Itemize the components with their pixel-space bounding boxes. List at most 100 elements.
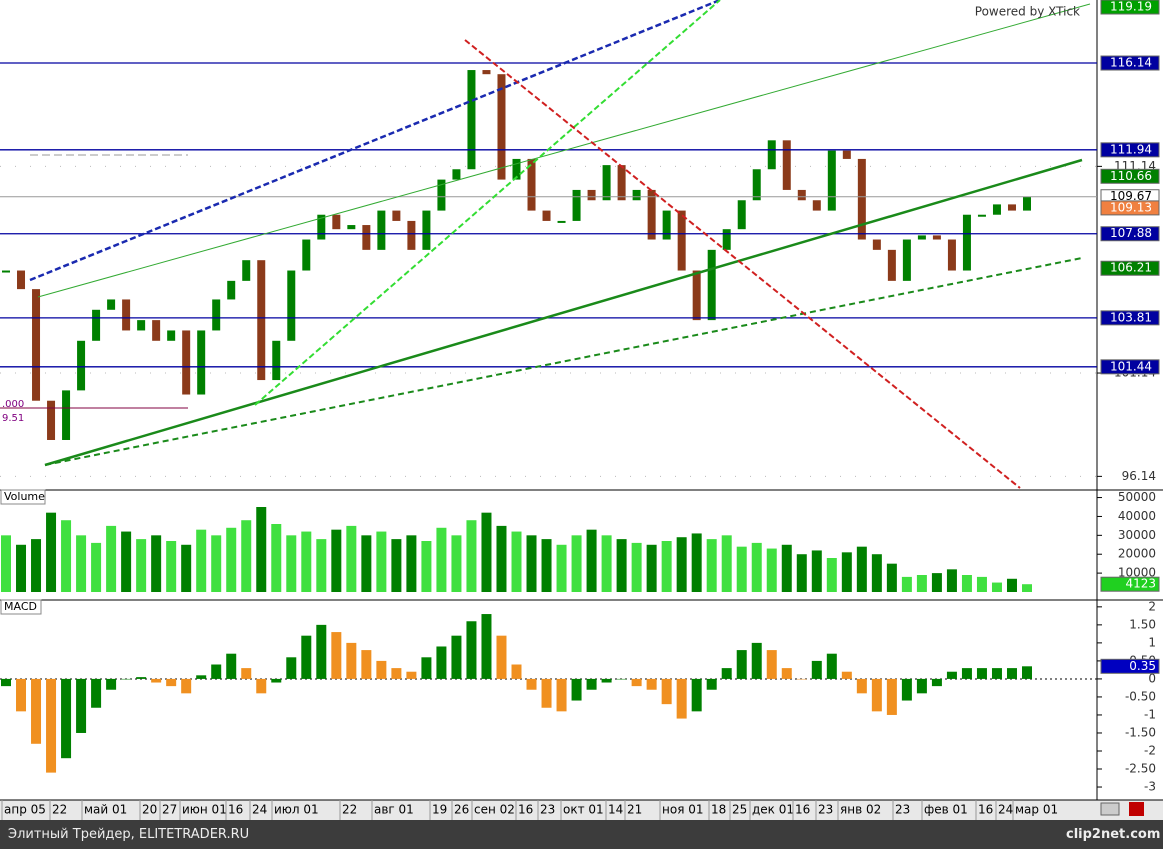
bar <box>541 539 552 592</box>
bar <box>391 539 402 592</box>
bar <box>436 527 447 592</box>
bar <box>106 678 117 690</box>
bar <box>841 552 852 592</box>
bar <box>301 531 312 592</box>
candle <box>542 210 551 221</box>
close-button[interactable] <box>1129 802 1144 816</box>
bar <box>511 531 522 592</box>
candle <box>677 210 686 271</box>
price-marker-box <box>1100 55 1160 71</box>
bar <box>226 653 237 679</box>
bar <box>466 520 477 592</box>
bar <box>946 671 957 679</box>
trend-lines <box>0 0 1091 489</box>
panel-title-box <box>0 489 46 505</box>
left-label: .000 <box>2 399 24 410</box>
candle <box>407 220 416 250</box>
candle <box>587 189 596 201</box>
bar <box>481 512 492 592</box>
bar <box>361 535 372 592</box>
bar <box>151 678 162 683</box>
footer-text: Элитный Трейдер, ELITETRADER.RU <box>8 827 250 842</box>
bar <box>196 529 207 592</box>
bar <box>136 539 147 592</box>
bar <box>1 678 11 687</box>
candle <box>437 179 446 211</box>
bar <box>16 678 27 712</box>
bar <box>916 575 927 592</box>
bar <box>976 668 987 679</box>
time-label: дек 01 <box>752 803 794 817</box>
time-label: 16 <box>795 803 810 817</box>
candle <box>422 210 431 250</box>
candle <box>722 229 731 250</box>
bar <box>166 541 177 592</box>
bar <box>871 554 882 592</box>
bar <box>886 678 897 715</box>
candle <box>302 239 311 271</box>
trend-line <box>254 0 721 406</box>
bar <box>361 650 372 679</box>
time-label: 21 <box>627 803 642 817</box>
bar <box>826 653 837 679</box>
bar <box>31 539 42 592</box>
y-tick-label: -0.50 <box>1125 689 1156 703</box>
candle <box>227 280 236 300</box>
bar <box>226 527 237 592</box>
bar <box>616 678 627 680</box>
candle <box>512 158 521 180</box>
bar <box>121 678 132 680</box>
bar <box>811 660 822 679</box>
y-tick-label: 96.14 <box>1122 469 1156 483</box>
bar <box>376 660 387 679</box>
bar <box>601 678 612 683</box>
candle <box>257 260 266 381</box>
bar <box>691 533 702 592</box>
bar <box>346 525 357 592</box>
candle <box>977 214 986 217</box>
y-tick-label: 0 <box>1148 671 1156 685</box>
candle <box>182 330 191 395</box>
candle <box>497 74 506 180</box>
price-marker-box <box>1100 0 1160 15</box>
time-label: 23 <box>540 803 555 817</box>
bar <box>736 650 747 679</box>
bar <box>1 535 11 592</box>
candle <box>377 210 386 250</box>
candle <box>167 330 176 341</box>
bar <box>256 507 267 592</box>
candle <box>827 150 836 211</box>
bar <box>76 535 87 592</box>
bar <box>286 535 297 592</box>
price-marker-box <box>1100 260 1160 276</box>
bar <box>631 678 642 687</box>
price-marker-label: 106.21 <box>1110 261 1152 275</box>
bar <box>301 635 312 679</box>
candle <box>842 150 851 159</box>
price-marker-label: 109.67 <box>1110 189 1152 203</box>
candle <box>902 239 911 281</box>
candle <box>647 189 656 240</box>
left-label: 9.51 <box>2 413 24 424</box>
bar <box>316 539 327 592</box>
bar <box>1022 666 1032 679</box>
bar <box>451 635 462 679</box>
bar <box>526 678 537 690</box>
candle <box>752 169 761 201</box>
bar <box>331 632 342 679</box>
candle <box>242 260 251 281</box>
price-marker-label: 107.88 <box>1110 226 1152 240</box>
bar <box>931 573 942 592</box>
candle <box>632 189 641 201</box>
candle <box>572 189 581 221</box>
bar <box>46 512 57 592</box>
candle <box>392 210 401 221</box>
bar <box>16 544 27 592</box>
bar <box>46 678 57 773</box>
candle <box>872 239 881 250</box>
candle <box>137 320 146 331</box>
bar <box>346 642 357 679</box>
bar <box>1006 578 1017 592</box>
scroll-button[interactable] <box>1100 802 1120 816</box>
time-label: 22 <box>342 803 357 817</box>
